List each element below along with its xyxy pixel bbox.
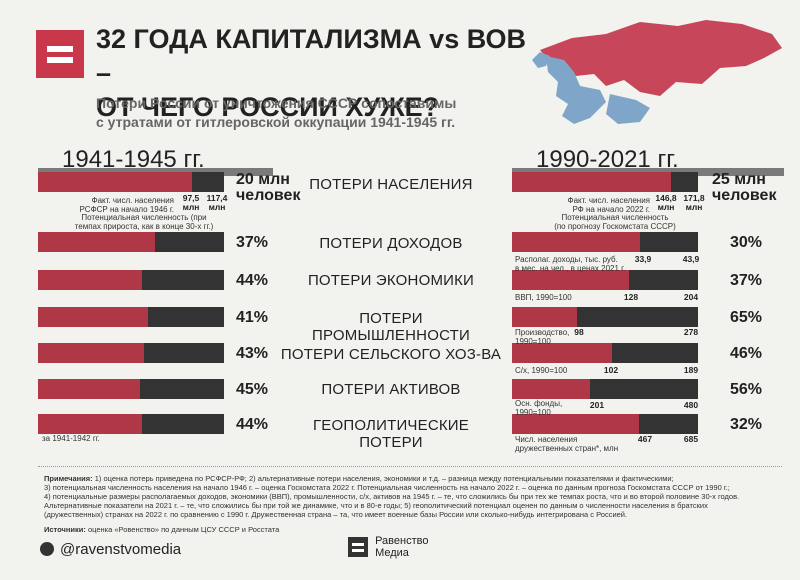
- right-potential-label: Потенциальная численность (по прогнозу Г…: [554, 213, 676, 231]
- bar-right-fill: [512, 232, 641, 252]
- pct-left: 45%: [236, 381, 269, 398]
- brand-logo: [36, 30, 84, 78]
- bar-right: [512, 414, 698, 434]
- bar-right-fill: [512, 270, 629, 290]
- bar-right-fill: [512, 343, 613, 363]
- pct-right: 56%: [730, 381, 763, 398]
- left-fact-value: 97,5 млн: [182, 193, 200, 212]
- category-label-income: ПОТЕРИ ДОХОДОВ: [319, 235, 463, 252]
- page-title: 32 ГОДА КАПИТАЛИЗМА vs ВОВ – ОТ ЧЕГО РОС…: [96, 24, 527, 122]
- bar-left: [38, 232, 224, 252]
- bar-right: [512, 307, 698, 327]
- pct-left: 44%: [236, 416, 269, 433]
- pct-right-population: 25 млн человек: [712, 171, 777, 204]
- pct-left: 43%: [236, 345, 269, 362]
- right-row-label: С/х, 1990=100: [515, 366, 568, 375]
- bar-right: [512, 270, 698, 290]
- right-value-high: 43,9: [682, 254, 700, 264]
- right-value-low: 201: [589, 400, 605, 410]
- bar-left: [38, 414, 224, 434]
- pct-right: 65%: [730, 309, 763, 326]
- left-potential-label: Потенциальная численность (при темпах пр…: [74, 213, 214, 231]
- bar-left: [38, 270, 224, 290]
- category-label-assets: ПОТЕРИ АКТИВОВ: [321, 381, 461, 398]
- left-fact-label: Факт. числ. населения РСФСР на начало 19…: [79, 196, 174, 214]
- bar-right: [512, 232, 698, 252]
- pct-right: 32%: [730, 416, 763, 433]
- right-row-label: ВВП, 1990=100: [515, 293, 572, 302]
- right-value-low: 33,9: [634, 254, 652, 264]
- pct-right: 37%: [730, 272, 763, 289]
- right-value-high: 480: [683, 400, 699, 410]
- footer-logo: Равенство Медиа: [348, 535, 428, 559]
- bar-left: [38, 379, 224, 399]
- pct-left: 41%: [236, 309, 269, 326]
- right-value-high: 685: [683, 434, 699, 444]
- bar-right-fill: [512, 414, 639, 434]
- brand-mark-icon: [348, 537, 368, 557]
- telegram-handle[interactable]: @ravenstvomedia: [40, 541, 181, 558]
- bar-left-fill: [38, 414, 143, 434]
- right-value-high: 278: [683, 327, 699, 337]
- category-label-agriculture: ПОТЕРИ СЕЛЬСКОГО ХОЗ-ВА: [280, 346, 502, 363]
- bar-right-fill: [512, 379, 590, 399]
- bar-left: [38, 172, 224, 192]
- right-fact-label: Факт. числ. населения РФ на начало 2022 …: [567, 196, 650, 214]
- bar-right: [512, 343, 698, 363]
- right-value-high: 204: [683, 292, 699, 302]
- right-fact-value: 146,8 млн: [655, 193, 677, 212]
- bar-right: [512, 379, 698, 399]
- bar-right-fill: [512, 307, 578, 327]
- pct-left: 44%: [236, 272, 269, 289]
- bar-left-fill: [38, 343, 145, 363]
- right-value-low: 98: [574, 327, 584, 337]
- bar-left-fill: [38, 172, 193, 192]
- bar-left: [38, 307, 224, 327]
- bar-left-fill: [38, 307, 148, 327]
- pct-right: 30%: [730, 234, 763, 251]
- right-value-low: 467: [637, 434, 653, 444]
- category-label-industry: ПОТЕРИ ПРОМЫШЛЕННОСТИ: [312, 310, 470, 344]
- right-value-high: 189: [683, 365, 699, 375]
- notes-block: Примечания: 1) оценка потерь приведена п…: [44, 474, 740, 534]
- left-footnote: за 1941-1942 гг.: [42, 434, 100, 443]
- right-potential-value: 171,8 млн: [683, 193, 705, 212]
- right-row-label: Числ. населения дружественных стран*, мл…: [515, 435, 619, 453]
- bar-left-fill: [38, 379, 141, 399]
- pct-right: 46%: [730, 345, 763, 362]
- map-illustration: [532, 20, 782, 124]
- pct-left: 37%: [236, 234, 269, 251]
- right-row-label: Производство, 1990=100: [515, 328, 570, 346]
- right-row-label: Осн. фонды, 1990=100: [515, 399, 563, 417]
- bar-right: [512, 172, 698, 192]
- category-label-geopolitics: ГЕОПОЛИТИЧЕСКИЕ ПОТЕРИ: [312, 417, 469, 451]
- left-potential-value: 117,4 млн: [206, 193, 228, 212]
- category-label-economy: ПОТЕРИ ЭКОНОМИКИ: [307, 272, 475, 289]
- bar-left-fill: [38, 232, 156, 252]
- page-subtitle: Потери России от уничтожения СССР сопост…: [96, 95, 457, 130]
- notes-separator: [38, 466, 782, 468]
- pct-left-population: 20 млн человек: [236, 171, 301, 204]
- telegram-icon: [40, 542, 54, 556]
- right-value-low: 128: [623, 292, 639, 302]
- bar-right-fill: [512, 172, 672, 192]
- right-row-label: Располаг. доходы, тыс. руб. в мес. на че…: [515, 255, 626, 273]
- bar-left: [38, 343, 224, 363]
- right-value-low: 102: [603, 365, 619, 375]
- category-label-population: ПОТЕРИ НАСЕЛЕНИЯ: [309, 176, 473, 193]
- bar-left-fill: [38, 270, 143, 290]
